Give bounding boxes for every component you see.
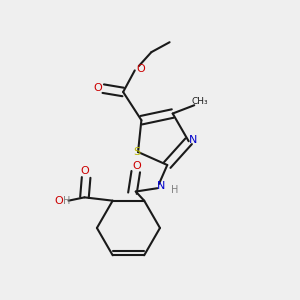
Text: O: O [81,167,89,176]
Text: H: H [171,185,178,195]
Text: CH₃: CH₃ [192,98,208,106]
Text: O: O [55,196,63,206]
Text: O: O [93,83,102,93]
Text: S: S [133,147,140,157]
Text: H: H [63,196,70,206]
Text: N: N [157,181,166,191]
Text: N: N [188,135,197,145]
Text: O: O [136,64,145,74]
Text: O: O [132,161,141,171]
